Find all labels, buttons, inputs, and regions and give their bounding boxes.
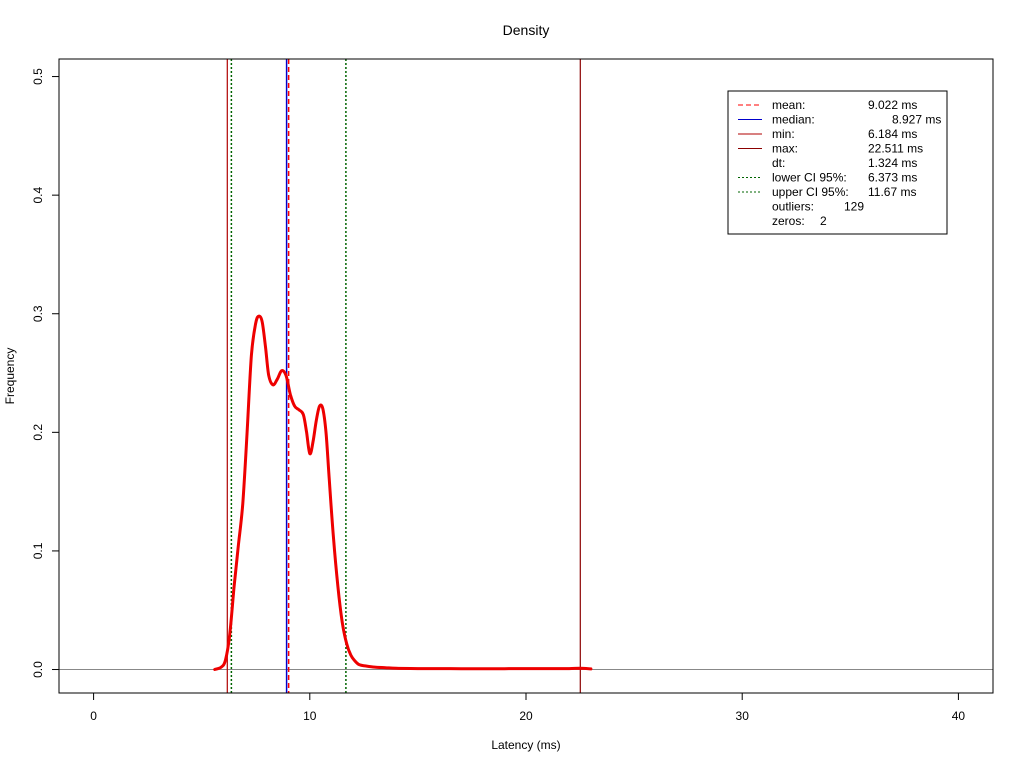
legend-label: mean:: [772, 98, 805, 112]
legend-box: [727, 90, 948, 235]
legend-value: 6.373 ms: [868, 171, 917, 185]
legend-value: 6.184 ms: [868, 127, 917, 141]
x-tick-label: 10: [303, 709, 317, 723]
legend: mean: 9.022 ms median: 8.927 ms min: 6.184 ms…: [727, 90, 948, 235]
legend-label: min:: [772, 127, 795, 141]
legend-value: 11.67 ms: [868, 185, 916, 199]
axes: 0 10 20 30 40 0.0 0.1 0.2 0.3 0.4 0.5: [31, 58, 994, 723]
legend-value: 1.324 ms: [868, 156, 917, 170]
y-tick-label: 0.5: [31, 68, 45, 85]
y-tick-label: 0.3: [31, 305, 45, 322]
legend-value: 8.927 ms: [892, 113, 941, 127]
x-tick-label: 20: [519, 709, 533, 723]
legend-value: 9.022 ms: [868, 98, 917, 112]
y-tick-label: 0.2: [31, 424, 45, 441]
y-tick-label: 0.1: [31, 542, 45, 559]
density-line: [213, 314, 593, 671]
legend-label: dt:: [772, 156, 785, 170]
legend-label: zeros:: [772, 214, 805, 228]
density-curve-layer: [213, 314, 593, 671]
legend-label: max:: [772, 142, 798, 156]
y-tick-label: 0.0: [31, 661, 45, 678]
x-axis-title: Latency (ms): [491, 738, 560, 752]
legend-label: lower CI 95%:: [772, 171, 847, 185]
legend-label: upper CI 95%:: [772, 185, 849, 199]
x-tick-label: 30: [736, 709, 750, 723]
x-tick-label: 0: [90, 709, 97, 723]
x-tick-label: 40: [952, 709, 966, 723]
legend-value: 22.511 ms: [868, 142, 923, 156]
legend-label: median:: [772, 113, 815, 127]
legend-label: outliers:: [772, 200, 814, 214]
y-axis-title: Frequency: [3, 348, 17, 405]
y-tick-label: 0.4: [31, 186, 45, 203]
legend-value: 2: [820, 214, 827, 228]
chart-title: Density: [503, 22, 550, 38]
legend-value: 129: [844, 200, 864, 214]
